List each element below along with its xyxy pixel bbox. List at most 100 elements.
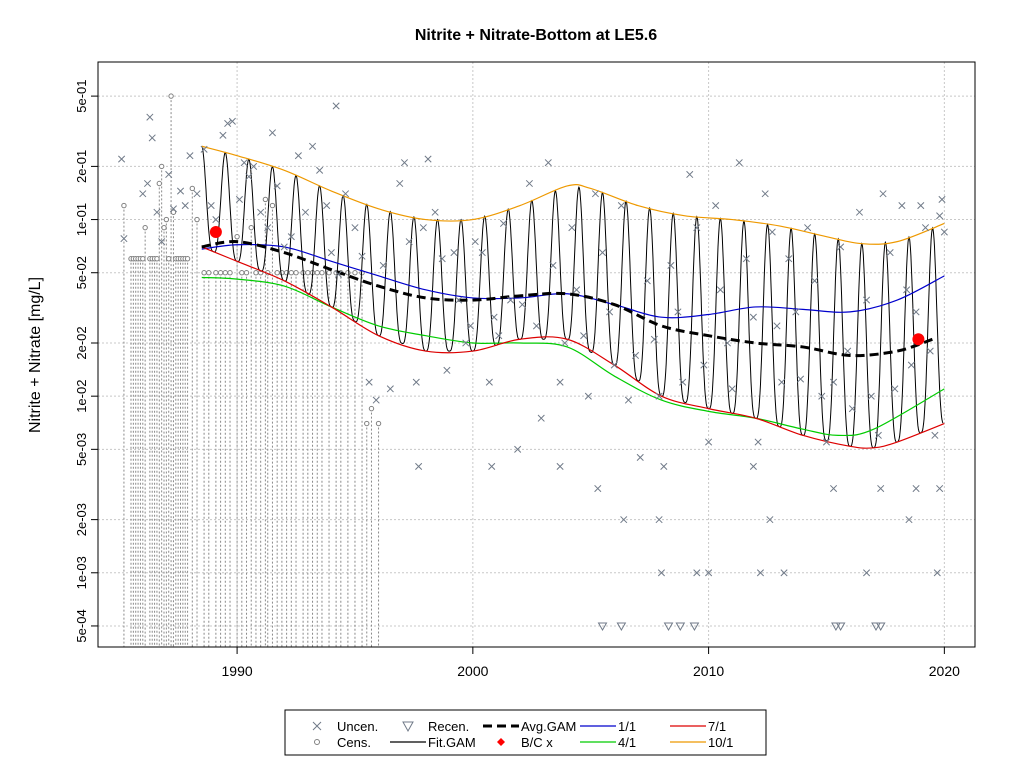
uncensored-point: [308, 142, 317, 150]
uncensored-point: [933, 569, 941, 577]
censored-point: [239, 270, 245, 276]
uncensored-point: [705, 438, 713, 446]
uncensored-point: [686, 170, 694, 179]
uncensored-point: [768, 228, 776, 236]
uncensored-point: [466, 322, 475, 330]
censored-point: [158, 163, 165, 170]
uncensored-point: [257, 208, 265, 216]
censored-point: [364, 420, 370, 427]
uncensored-point: [912, 484, 920, 493]
uncensored-point: [186, 152, 194, 160]
uncensored-point: [280, 243, 288, 251]
censored-point: [243, 270, 250, 276]
legend-label: 1/1: [618, 719, 636, 734]
recensored-point: [689, 622, 700, 631]
y-tick-label: 1e-01: [74, 203, 89, 236]
y-tick-label: 1e-02: [74, 380, 89, 413]
x-tick-label: 2020: [929, 663, 960, 679]
censored-point: [184, 256, 191, 262]
uncensored-point: [294, 152, 302, 160]
uncensored-point: [912, 308, 920, 316]
censored-point: [262, 196, 269, 203]
uncensored-point: [424, 155, 432, 163]
uncensored-point: [158, 238, 166, 246]
uncensored-point: [756, 569, 765, 577]
uncensored-point: [735, 159, 743, 167]
uncensored-point: [228, 117, 236, 125]
uncensored-point: [431, 208, 439, 216]
legend-item-uncen: Uncen.: [312, 719, 378, 734]
legend-label: Avg.GAM: [521, 719, 576, 734]
recensored-point: [597, 622, 608, 631]
legend-label: Uncen.: [337, 719, 378, 734]
uncensored-point: [490, 313, 498, 321]
uncensored-point: [556, 462, 564, 471]
uncensored-point: [822, 438, 831, 446]
uncensored-point: [749, 462, 757, 471]
uncensored-point: [598, 249, 607, 257]
uncensored-point: [146, 113, 154, 121]
recensored-point: [871, 622, 881, 631]
uncensored-point: [617, 202, 625, 210]
censored-point: [345, 270, 351, 276]
uncensored-point: [936, 212, 944, 220]
uncensored-point: [537, 414, 545, 422]
chart-title: Nitrite + Nitrate-Bottom at LE5.6: [415, 27, 657, 44]
uncensored-point: [631, 351, 640, 360]
uncensored-point: [785, 255, 793, 263]
uncensored-point: [323, 202, 331, 210]
uncensored-point: [700, 361, 708, 369]
legend-box: [284, 709, 767, 756]
uncensored-point: [139, 190, 147, 198]
censored-point: [170, 209, 177, 215]
legend-item-fit-gam: Fit.GAM: [390, 735, 476, 750]
uncensored-point: [556, 378, 564, 386]
censored-point: [194, 216, 200, 223]
uncensored-point: [372, 396, 380, 404]
uncensored-point: [660, 462, 668, 471]
uncensored-point: [544, 159, 552, 167]
uncensored-point: [181, 202, 189, 210]
recensored-point: [831, 622, 841, 631]
uncensored-point: [792, 308, 800, 316]
uncensored-point: [438, 255, 446, 263]
uncensored-point: [907, 361, 915, 369]
uncensored-point: [412, 378, 420, 386]
uncensored-point: [879, 190, 887, 198]
censored-point: [234, 233, 240, 240]
uncensored-point: [400, 159, 409, 167]
legend-symbol-dot: [497, 738, 505, 746]
uncensored-point: [316, 166, 324, 174]
legend-item-cens: Cens.: [314, 735, 371, 750]
uncensored-point: [120, 235, 128, 243]
uncensored-point: [365, 378, 373, 386]
uncensored-point: [327, 249, 335, 257]
uncensored-point: [148, 134, 156, 142]
legend-label: B/C x: [521, 735, 553, 750]
censored-point: [288, 270, 295, 276]
uncensored-point: [584, 392, 592, 400]
uncensored-point: [334, 270, 343, 278]
uncensored-point: [863, 569, 871, 577]
legend-item-avg-gam: Avg.GAM: [483, 719, 576, 734]
uncensored-point: [118, 155, 126, 163]
uncensored-point: [358, 252, 366, 260]
uncensored-point: [143, 179, 152, 188]
uncensored-point: [811, 277, 819, 285]
uncensored-point: [386, 385, 394, 393]
uncensored-point: [650, 335, 658, 343]
censored-point: [201, 270, 207, 276]
uncensored-point: [705, 569, 713, 577]
uncensored-point: [488, 462, 496, 471]
x-tick-label: 2010: [693, 663, 724, 679]
uncensored-point: [780, 569, 788, 577]
uncensored-point: [405, 238, 413, 246]
censored-point: [121, 202, 127, 209]
uncensored-point: [693, 224, 701, 232]
legend-symbol-x: [312, 721, 322, 731]
uncensored-point: [219, 131, 227, 139]
uncensored-point: [193, 190, 201, 198]
uncensored-point: [844, 347, 852, 355]
y-tick-label: 5e-04: [74, 609, 89, 642]
